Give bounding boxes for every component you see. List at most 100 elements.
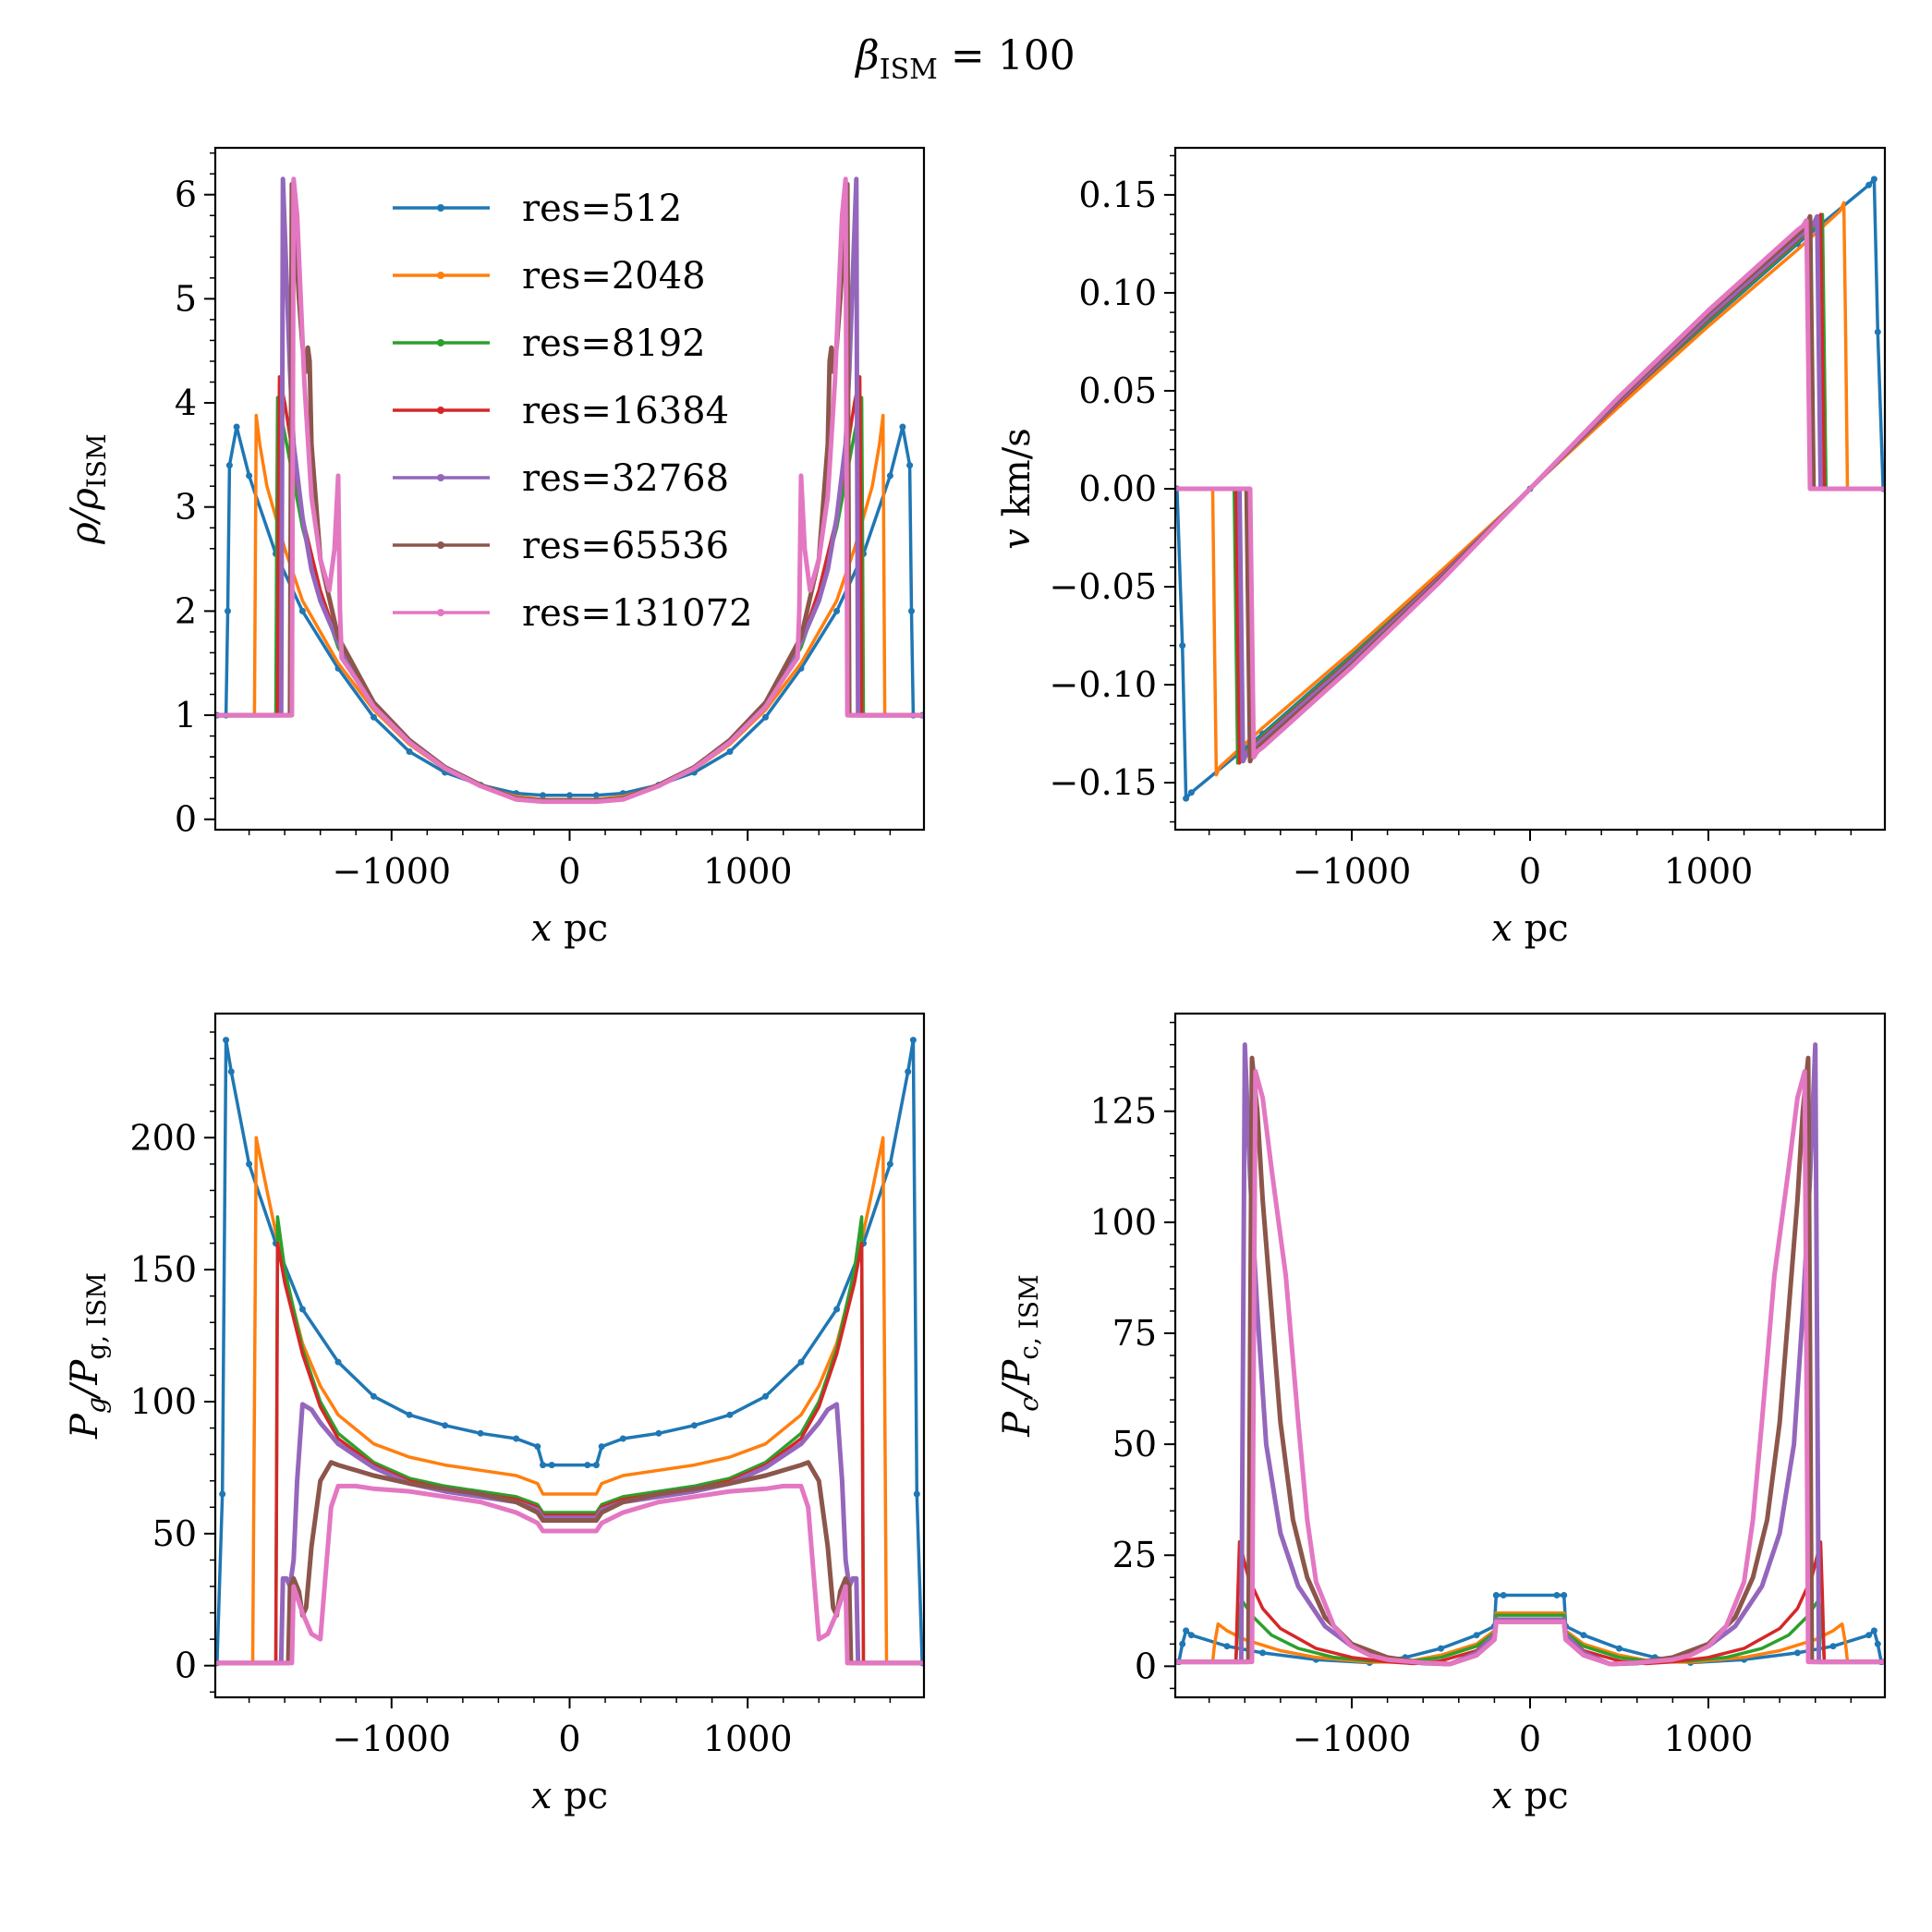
legend-label: res=131072 [522, 592, 753, 635]
legend-label: res=16384 [522, 390, 729, 432]
data-point [225, 607, 231, 614]
data-point [1187, 789, 1195, 796]
y-tick-label: 100 [129, 1381, 197, 1422]
series-line-res-32768 [215, 1402, 924, 1666]
y-axis-label-main: P [64, 1413, 106, 1440]
y-axis-label-unit: km/s [996, 428, 1039, 529]
y-axis-label-main: v [996, 529, 1039, 550]
legend-marker [437, 204, 444, 212]
y-tick-label: −0.15 [1050, 762, 1157, 803]
data-point [1865, 1632, 1873, 1639]
data-point [592, 1462, 600, 1469]
y-tick-label: 0.10 [1078, 273, 1157, 313]
y-tick-label: 150 [129, 1249, 197, 1290]
suptitle-beta: β [854, 32, 879, 79]
y-axis-label-mid: /P [64, 1359, 106, 1401]
data-point [592, 792, 600, 799]
legend-label: res=2048 [522, 255, 706, 298]
panel-cr-pressure: −1000 0 1000 0 25 50 75 100 125 x pc Pc/Pc, ISM [996, 1012, 1887, 1817]
y-tick-label: 100 [1089, 1202, 1157, 1243]
y-axis-label: ρ/ρISM [64, 433, 112, 544]
x-axis-label-unit: pc [552, 907, 608, 950]
y-axis-label-main: P [996, 1411, 1039, 1438]
data-point [1874, 1640, 1881, 1647]
y-tick-label: 200 [129, 1117, 197, 1158]
data-point [762, 1392, 769, 1400]
data-point [899, 423, 906, 431]
legend-marker [437, 272, 444, 279]
x-tick-label: 1000 [1664, 1719, 1754, 1759]
data-point [233, 423, 240, 431]
data-point [1870, 1627, 1877, 1634]
y-tick-label: −0.05 [1050, 566, 1157, 607]
data-point [219, 1490, 226, 1498]
data-point [334, 1358, 342, 1366]
x-tick-label: 0 [1519, 1719, 1541, 1759]
x-tick-label: 1000 [1664, 851, 1754, 892]
x-axis-label-unit: pc [1513, 1775, 1569, 1817]
data-point [833, 1306, 841, 1313]
data-point [762, 713, 769, 721]
y-axis-label-sub-var: g [81, 1397, 112, 1414]
x-axis-label-var: x [1491, 1775, 1513, 1817]
data-point [726, 1411, 734, 1418]
data-point [513, 1435, 520, 1442]
legend-marker [437, 474, 444, 481]
legend-marker [437, 407, 444, 414]
data-point [477, 1429, 484, 1437]
legend-marker [437, 541, 444, 549]
series-line-res-65536 [215, 1460, 924, 1666]
legend-label: res=8192 [522, 322, 706, 365]
data-point [1492, 1592, 1500, 1598]
data-point [566, 792, 573, 799]
data-point [1183, 1627, 1190, 1634]
series-line-res-131072 [215, 176, 924, 805]
x-axis-label-var: x [531, 1775, 553, 1817]
series-line-res-131072 [1175, 1069, 1885, 1667]
y-tick-label: 25 [1112, 1535, 1157, 1575]
y-tick-label: 50 [1112, 1424, 1157, 1464]
data-point [905, 1068, 912, 1075]
data-point [246, 472, 253, 480]
data-point [908, 607, 915, 614]
data-point [797, 1358, 805, 1366]
data-point [1473, 1632, 1480, 1639]
y-tick-label: 3 [175, 487, 197, 528]
legend-label: res=512 [522, 188, 682, 230]
data-point [540, 1462, 547, 1469]
y-axis-label: v km/s [996, 428, 1039, 550]
data-point [1616, 1645, 1622, 1652]
data-point [1500, 1592, 1507, 1598]
data-point [833, 607, 841, 614]
y-axis-label-sub: ISM [81, 433, 112, 488]
x-axis-label-var: x [1491, 907, 1513, 950]
x-tick-label: −1000 [333, 851, 452, 892]
data-point [1580, 1632, 1587, 1639]
data-point [223, 1037, 230, 1044]
series-line-res-512 [1175, 1593, 1885, 1665]
data-point [1829, 1643, 1837, 1650]
y-tick-label: −0.10 [1050, 664, 1157, 705]
data-point [1865, 181, 1873, 188]
legend-label: res=65536 [522, 525, 729, 567]
x-axis-label-var: x [531, 907, 553, 950]
data-point [1553, 1592, 1561, 1598]
figure-suptitle: βISM = 100 [854, 32, 1075, 86]
data-point [1183, 795, 1190, 802]
data-point [886, 1160, 893, 1168]
x-axis-label-unit: pc [552, 1775, 608, 1817]
y-axis-label-sub-var: c [1014, 1397, 1044, 1412]
y-axis-label-sub: g, ISM [81, 1272, 112, 1360]
x-tick-label: 0 [1519, 851, 1541, 892]
data-point [1259, 1649, 1267, 1657]
legend-marker [437, 609, 444, 616]
x-tick-label: 1000 [703, 1719, 793, 1759]
data-point [690, 1422, 698, 1429]
legend-marker [437, 339, 444, 346]
panel-gas-pressure: −1000 0 1000 0 50 100 150 200 x pc Pg/Pg, ISM [64, 1012, 926, 1817]
x-tick-label: 1000 [703, 851, 793, 892]
data-point [909, 1037, 917, 1044]
y-tick-label: 0 [1135, 1646, 1157, 1686]
